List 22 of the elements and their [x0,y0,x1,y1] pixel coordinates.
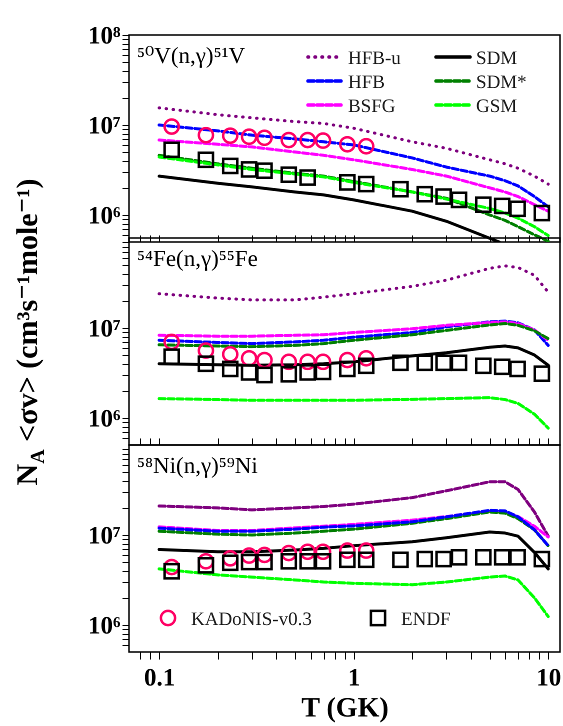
annotation: ⁵⁰V(n,γ)⁵¹V [137,43,246,68]
annotation: ⁵⁴Fe(n,γ)⁵⁵Fe [137,246,258,271]
y-tick-label: 10⁶ [88,202,121,230]
legend-label: HFB [348,72,385,93]
x-tick-label: 0.1 [144,664,176,692]
y-tick-label: 10⁷ [88,315,120,342]
y-tick-label: 10⁷ [88,112,120,140]
legend-label: KADoNIS-v0.3 [191,609,312,630]
x-axis-title: T (GK) [301,692,389,724]
y-tick-label: 10⁸ [88,22,121,50]
y-tick-label: 10⁶ [88,612,121,640]
legend-label: ENDF [401,609,451,630]
x-tick-label: 1 [348,664,360,692]
legend-label: GSM [476,96,518,117]
legend-label: BSFG [348,96,396,117]
legend-label: HFB-u [348,48,402,69]
y-tick-label: 10⁷ [88,522,120,550]
legend-label: SDM* [476,72,527,93]
y-tick-label: 10⁶ [88,405,121,432]
annotation: ⁵⁸Ni(n,γ)⁵⁹Ni [137,453,258,478]
legend-label: SDM [476,48,518,69]
x-tick-label: 10 [536,664,562,692]
